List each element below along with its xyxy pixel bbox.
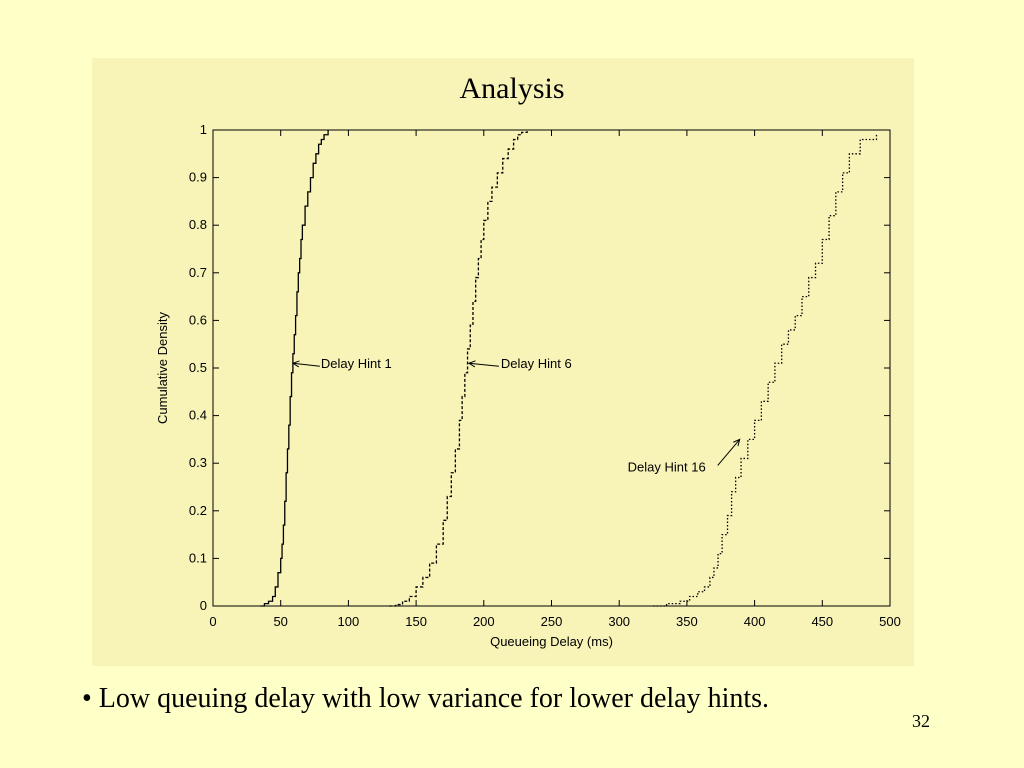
- annotation-label: Delay Hint 6: [501, 356, 572, 371]
- x-tick-label: 400: [744, 614, 766, 629]
- x-tick-label: 0: [209, 614, 216, 629]
- y-tick-label: 0.8: [189, 217, 207, 232]
- x-tick-label: 100: [338, 614, 360, 629]
- y-tick-label: 0.1: [189, 550, 207, 565]
- annotation-arrowhead: [467, 360, 476, 368]
- y-tick-label: 0.9: [189, 170, 207, 185]
- annotation-label: Delay Hint 1: [321, 356, 392, 371]
- y-tick-label: 0.6: [189, 312, 207, 327]
- y-tick-label: 0.3: [189, 455, 207, 470]
- annotation-arrowhead: [291, 360, 300, 368]
- axis-ticks: 0 50 100 150 200 250 300 350 400 450 500 0 0.1 0.2 0.3…: [189, 122, 901, 629]
- cdf-chart: Analysis 0 50 100 150 200 250 300 350 400 450 5000…: [155, 72, 901, 649]
- x-tick-label: 500: [879, 614, 901, 629]
- x-tick-label: 200: [473, 614, 495, 629]
- y-tick-label: 0: [200, 598, 207, 613]
- y-tick-label: 1: [200, 122, 207, 137]
- page-number: 32: [912, 711, 930, 731]
- series-layer: [260, 130, 878, 607]
- annotation-arrowhead: [733, 438, 741, 447]
- y-axis-label: Cumulative Density: [155, 312, 170, 424]
- y-tick-label: 0.2: [189, 503, 207, 518]
- x-tick-label: 150: [405, 614, 427, 629]
- annotation-arrow: [468, 362, 499, 367]
- x-tick-label: 300: [608, 614, 630, 629]
- x-axis-label: Queueing Delay (ms): [490, 634, 613, 649]
- x-tick-label: 450: [811, 614, 833, 629]
- y-tick-label: 0.5: [189, 360, 207, 375]
- y-tick-label: 0.4: [189, 408, 207, 423]
- annotation-arrow: [292, 362, 320, 367]
- cdf-series-1: [260, 130, 329, 607]
- x-tick-label: 350: [676, 614, 698, 629]
- cdf-series-2: [389, 130, 528, 607]
- annotation-label: Delay Hint 16: [628, 459, 706, 474]
- figure-panel: Analysis 0 50 100 150 200 250 300 350 400 450 500 0…: [92, 58, 914, 666]
- bullet-point: • Low queuing delay with low variance fo…: [82, 683, 770, 714]
- x-tick-label: 50: [273, 614, 287, 629]
- cdf-series-3: [653, 134, 878, 607]
- chart-title: Analysis: [460, 72, 565, 105]
- x-tick-label: 250: [541, 614, 563, 629]
- annotation-arrow: [717, 439, 741, 466]
- y-tick-label: 0.7: [189, 265, 207, 280]
- annotations: Delay Hint 1 Delay Hint 6 Delay Hint 16: [291, 356, 741, 474]
